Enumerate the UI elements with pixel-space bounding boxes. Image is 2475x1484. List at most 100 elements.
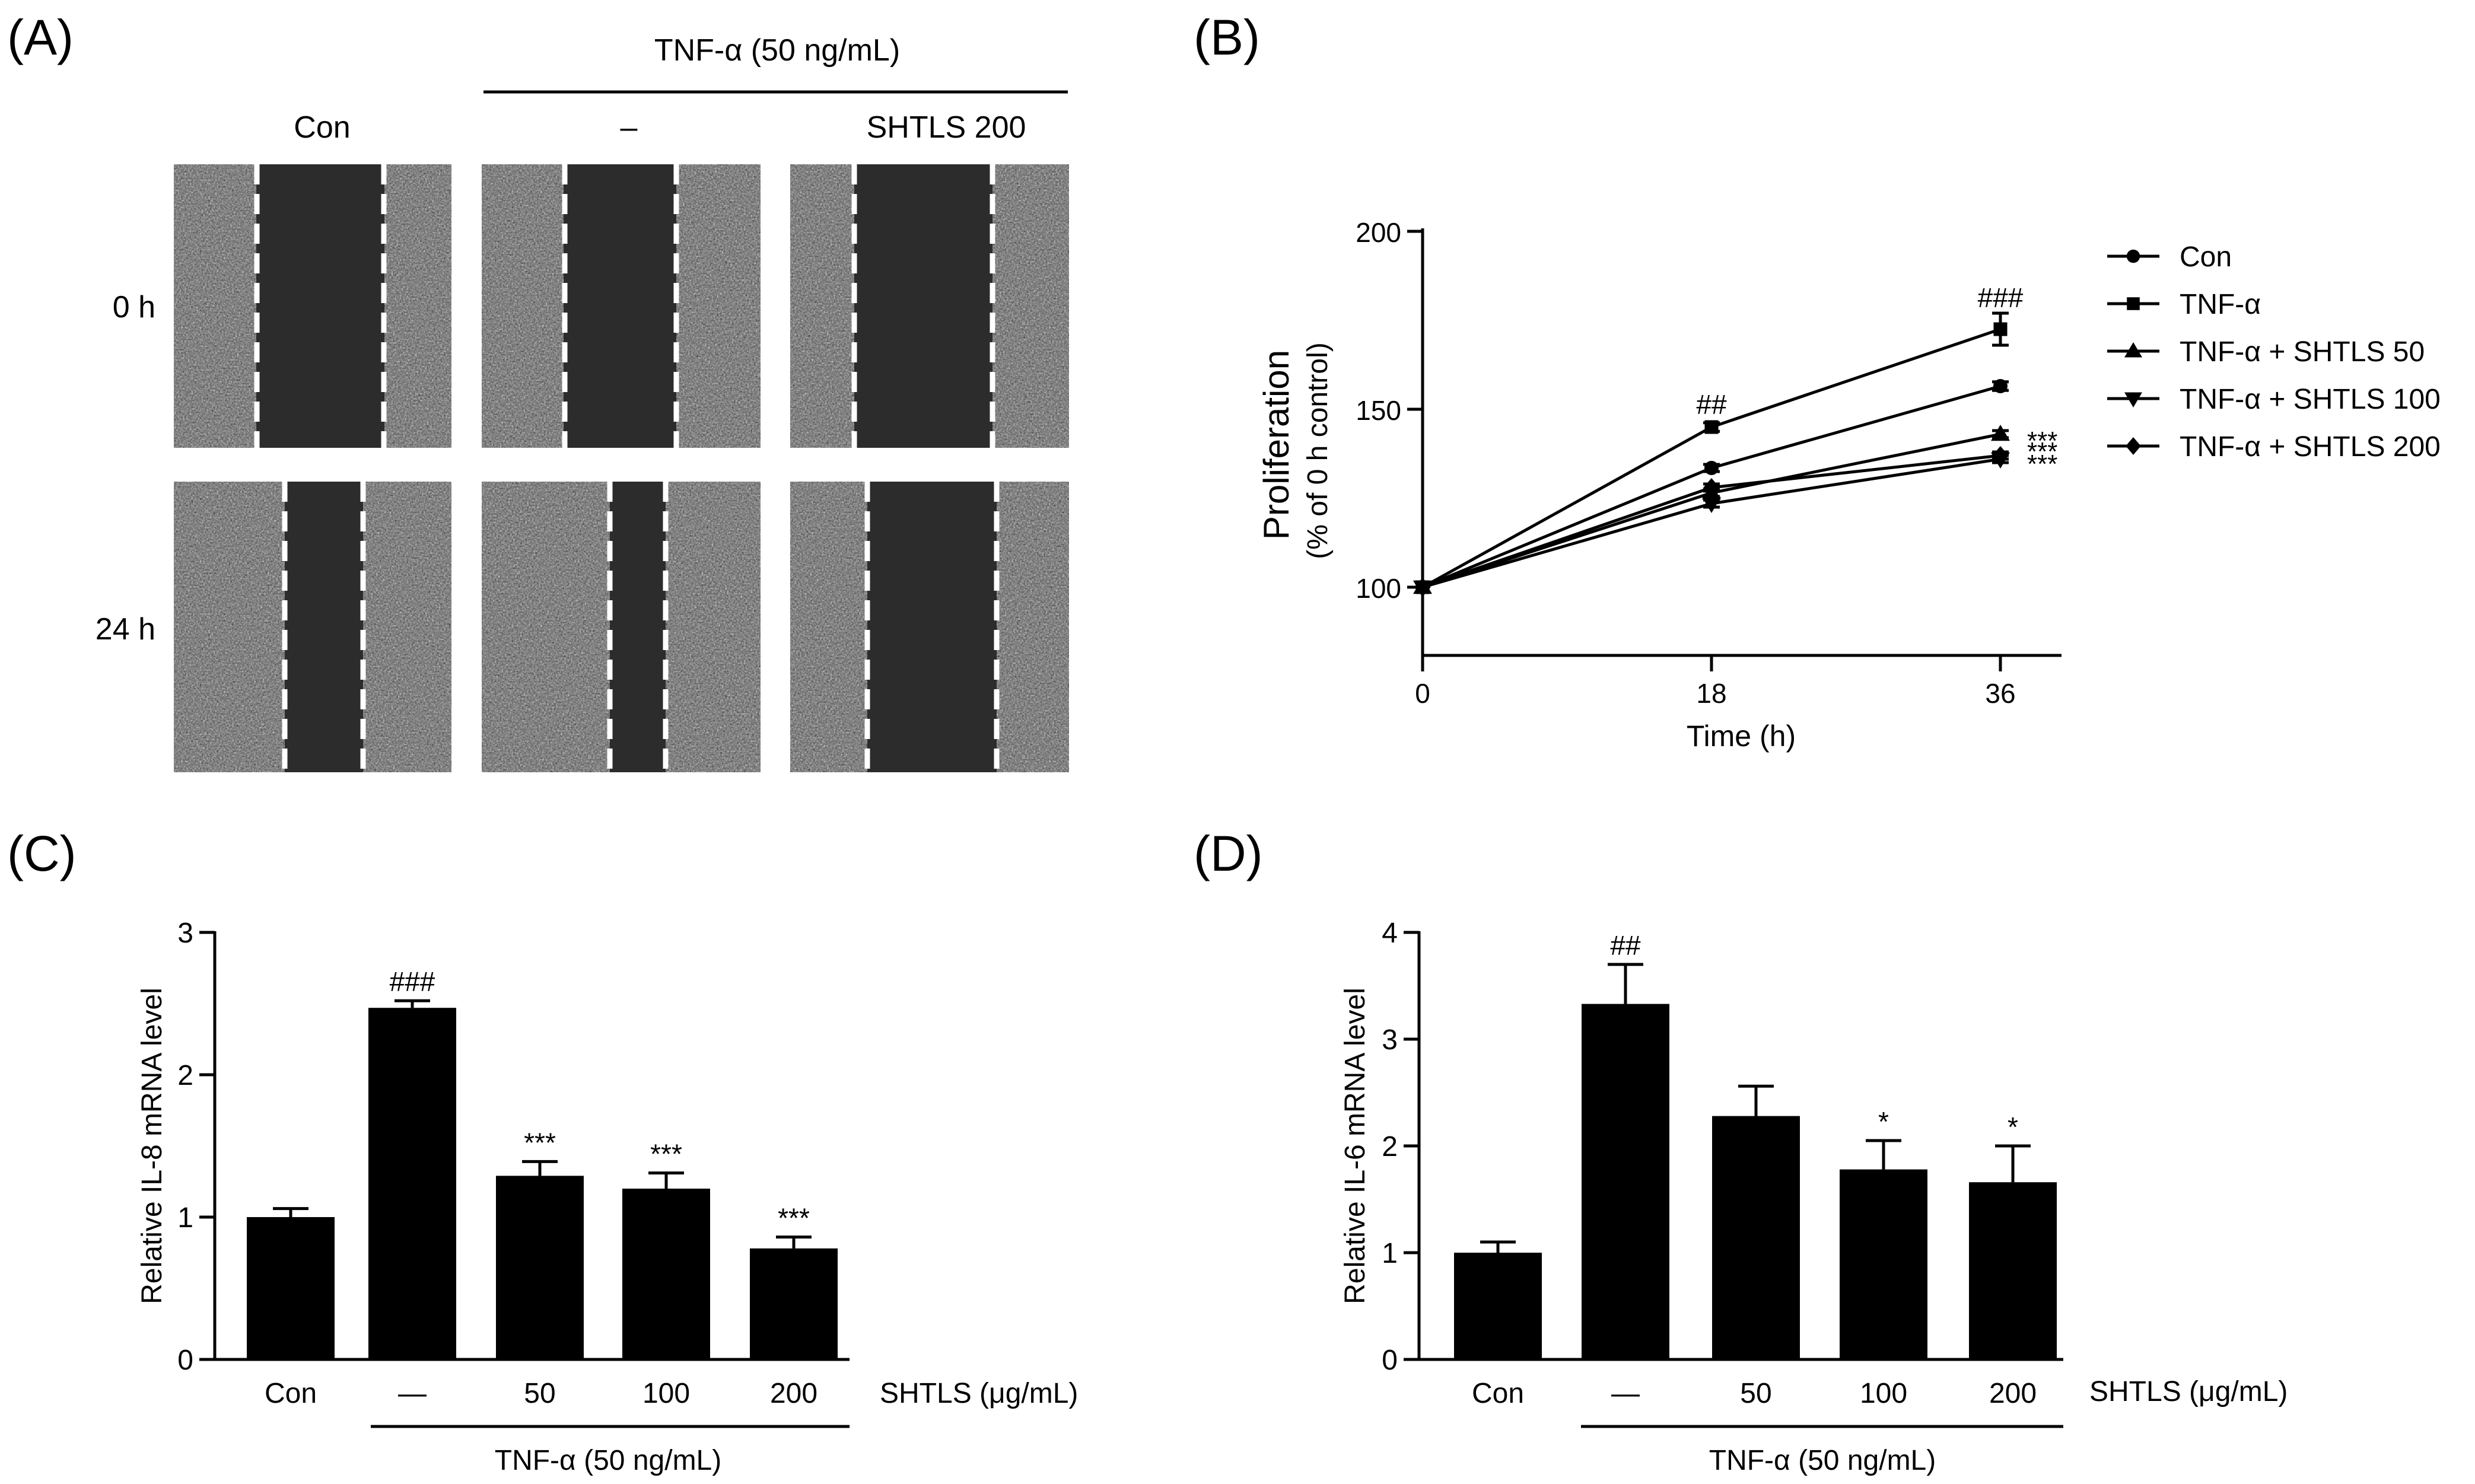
b-significance-label: *** bbox=[2027, 450, 2057, 479]
c-plot-significance-label: *** bbox=[650, 1139, 682, 1170]
b-y-axis-title: Proliferation bbox=[1256, 350, 1296, 540]
d-plot-ytick-label: 2 bbox=[1382, 1131, 1398, 1163]
micrograph-shtls200-0h bbox=[790, 164, 1069, 448]
scratch-gap bbox=[854, 164, 992, 448]
b-data-point bbox=[1992, 446, 2009, 465]
b-xtick-label: 0 bbox=[1415, 678, 1430, 709]
c-plot-bar bbox=[247, 1217, 335, 1359]
c-plot-ytick-label: 2 bbox=[177, 1060, 193, 1091]
b-x-axis-title: Time (h) bbox=[1687, 719, 1796, 753]
c-plot-category-label: 50 bbox=[524, 1378, 555, 1409]
micrograph-con-0h bbox=[174, 164, 451, 448]
c-group-label: TNF-α (50 ng/mL) bbox=[495, 1445, 721, 1476]
d-plot-ytick-label: 3 bbox=[1382, 1024, 1398, 1056]
b-plot-area: #####********* bbox=[1413, 282, 2057, 597]
b-y-axis-subtitle: (% of 0 h control) bbox=[1302, 342, 1334, 559]
d-plot-bar bbox=[1840, 1169, 1927, 1359]
b-legend-label: TNF-α + SHTLS 100 bbox=[2180, 384, 2441, 415]
micrograph-con-24h bbox=[174, 482, 451, 772]
panel-c-label: (C) bbox=[7, 826, 77, 881]
d-plot-category-label: 200 bbox=[1989, 1378, 2037, 1409]
b-legend-item: Con bbox=[2107, 241, 2232, 273]
micrograph-tnf-24h bbox=[482, 482, 761, 772]
d-plot-ytick-label: 1 bbox=[1382, 1238, 1398, 1269]
c-plot-bar bbox=[368, 1008, 456, 1359]
b-data-point bbox=[1704, 461, 1719, 475]
scratch-gap bbox=[610, 482, 666, 772]
d-plot-category-label: — bbox=[1611, 1378, 1640, 1409]
panel-b: (B) 200 150 100 0 18 36 Time (h) Prolife… bbox=[1194, 9, 2441, 753]
c-y-axis-title: Relative IL-8 mRNA level bbox=[136, 988, 168, 1304]
c-plot-significance-label: ### bbox=[390, 966, 435, 997]
b-xtick-label: 18 bbox=[1696, 678, 1726, 709]
b-data-point bbox=[1993, 379, 2008, 393]
b-legend-marker bbox=[2127, 297, 2140, 310]
b-legend-label: TNF-α bbox=[2180, 289, 2261, 320]
d-plot-bar bbox=[1969, 1182, 2057, 1359]
b-legend-label: Con bbox=[2180, 241, 2232, 273]
b-legend-label: TNF-α + SHTLS 200 bbox=[2180, 431, 2441, 463]
d-plot-category-label: 50 bbox=[1740, 1378, 1771, 1409]
panel-d-label: (D) bbox=[1194, 826, 1263, 881]
c-plot-significance-label: *** bbox=[778, 1203, 810, 1234]
b-legend: Con TNF-α TNF-α + SHTLS 50 TNF-α + SHTLS 10… bbox=[2107, 241, 2441, 463]
panel-c: (C) Relative IL-8 mRNA level 0 1 2 3 Con ### —… bbox=[7, 826, 1078, 1476]
d-plot-significance-label: * bbox=[2008, 1112, 2018, 1142]
scratch-gap bbox=[564, 164, 676, 448]
c-plot-category-label: 100 bbox=[642, 1378, 690, 1409]
b-data-point bbox=[1414, 578, 1431, 597]
b-legend-item: TNF-α + SHTLS 100 bbox=[2107, 384, 2441, 415]
panel-b-label: (B) bbox=[1194, 9, 1260, 65]
treatment-header: TNF-α (50 ng/mL) bbox=[654, 33, 900, 68]
micrograph-grid bbox=[174, 164, 1069, 772]
c-x-unit: SHTLS (μg/mL) bbox=[880, 1378, 1078, 1409]
c-plot-ytick-label: 1 bbox=[177, 1202, 193, 1234]
d-plot-category-label: Con bbox=[1472, 1378, 1524, 1409]
b-ytick-label: 200 bbox=[1356, 217, 1401, 248]
column-label-shtls200: SHTLS 200 bbox=[867, 110, 1026, 145]
b-legend-marker bbox=[2126, 249, 2140, 263]
column-label-tnf: – bbox=[621, 110, 638, 145]
d-plot-bar bbox=[1454, 1253, 1542, 1359]
d-x-unit: SHTLS (μg/mL) bbox=[2089, 1376, 2288, 1407]
b-series-line bbox=[1422, 454, 2001, 589]
c-plot-bar bbox=[622, 1189, 710, 1359]
row-label-24h: 24 h bbox=[96, 612, 155, 647]
b-legend-marker bbox=[2126, 437, 2141, 455]
b-ytick-label: 100 bbox=[1356, 573, 1401, 604]
b-series-line bbox=[1421, 327, 2001, 589]
b-data-point bbox=[1991, 425, 2010, 441]
b-legend-item: TNF-α + SHTLS 200 bbox=[2107, 431, 2441, 463]
scratch-gap bbox=[256, 164, 384, 448]
b-legend-marker bbox=[2124, 342, 2142, 358]
micrograph-shtls200-24h bbox=[790, 482, 1069, 772]
b-series-4 bbox=[1414, 446, 2009, 597]
d-y-axis-title: Relative IL-6 mRNA level bbox=[1340, 988, 1371, 1304]
scratch-gap bbox=[285, 482, 363, 772]
d-plot-category-label: 100 bbox=[1860, 1378, 1907, 1409]
c-plot-ytick-label: 3 bbox=[177, 918, 193, 949]
d-plot-significance-label: * bbox=[1878, 1106, 1889, 1137]
b-legend-item: TNF-α bbox=[2107, 289, 2261, 320]
column-label-con: Con bbox=[294, 110, 350, 145]
b-significance-label: *** bbox=[2027, 437, 2057, 466]
micrograph-tnf-0h bbox=[482, 164, 761, 448]
panel-a-label: (A) bbox=[7, 9, 74, 65]
c-plot-category-label: — bbox=[398, 1378, 427, 1409]
c-plot-ytick-label: 0 bbox=[177, 1345, 193, 1376]
b-data-point bbox=[1704, 420, 1719, 434]
c-plot-bar bbox=[750, 1248, 838, 1359]
b-significance-label: *** bbox=[2027, 426, 2057, 456]
b-significance-label: ## bbox=[1696, 389, 1727, 420]
b-significance-label: ### bbox=[1978, 282, 2024, 313]
b-ytick-label: 150 bbox=[1356, 395, 1401, 426]
d-plot-bar bbox=[1582, 1004, 1669, 1359]
d-plot-area: 0 1 2 3 4 Con ## — 50 * 100 * 200 bbox=[1382, 918, 2057, 1409]
d-plot-bar bbox=[1712, 1116, 1800, 1359]
b-legend-item: TNF-α + SHTLS 50 bbox=[2107, 336, 2425, 368]
b-y-ticks: 200 150 100 bbox=[1356, 217, 1423, 604]
b-xtick-label: 36 bbox=[1985, 678, 2015, 709]
b-data-point bbox=[1702, 496, 1721, 513]
b-legend-marker bbox=[2124, 392, 2142, 407]
